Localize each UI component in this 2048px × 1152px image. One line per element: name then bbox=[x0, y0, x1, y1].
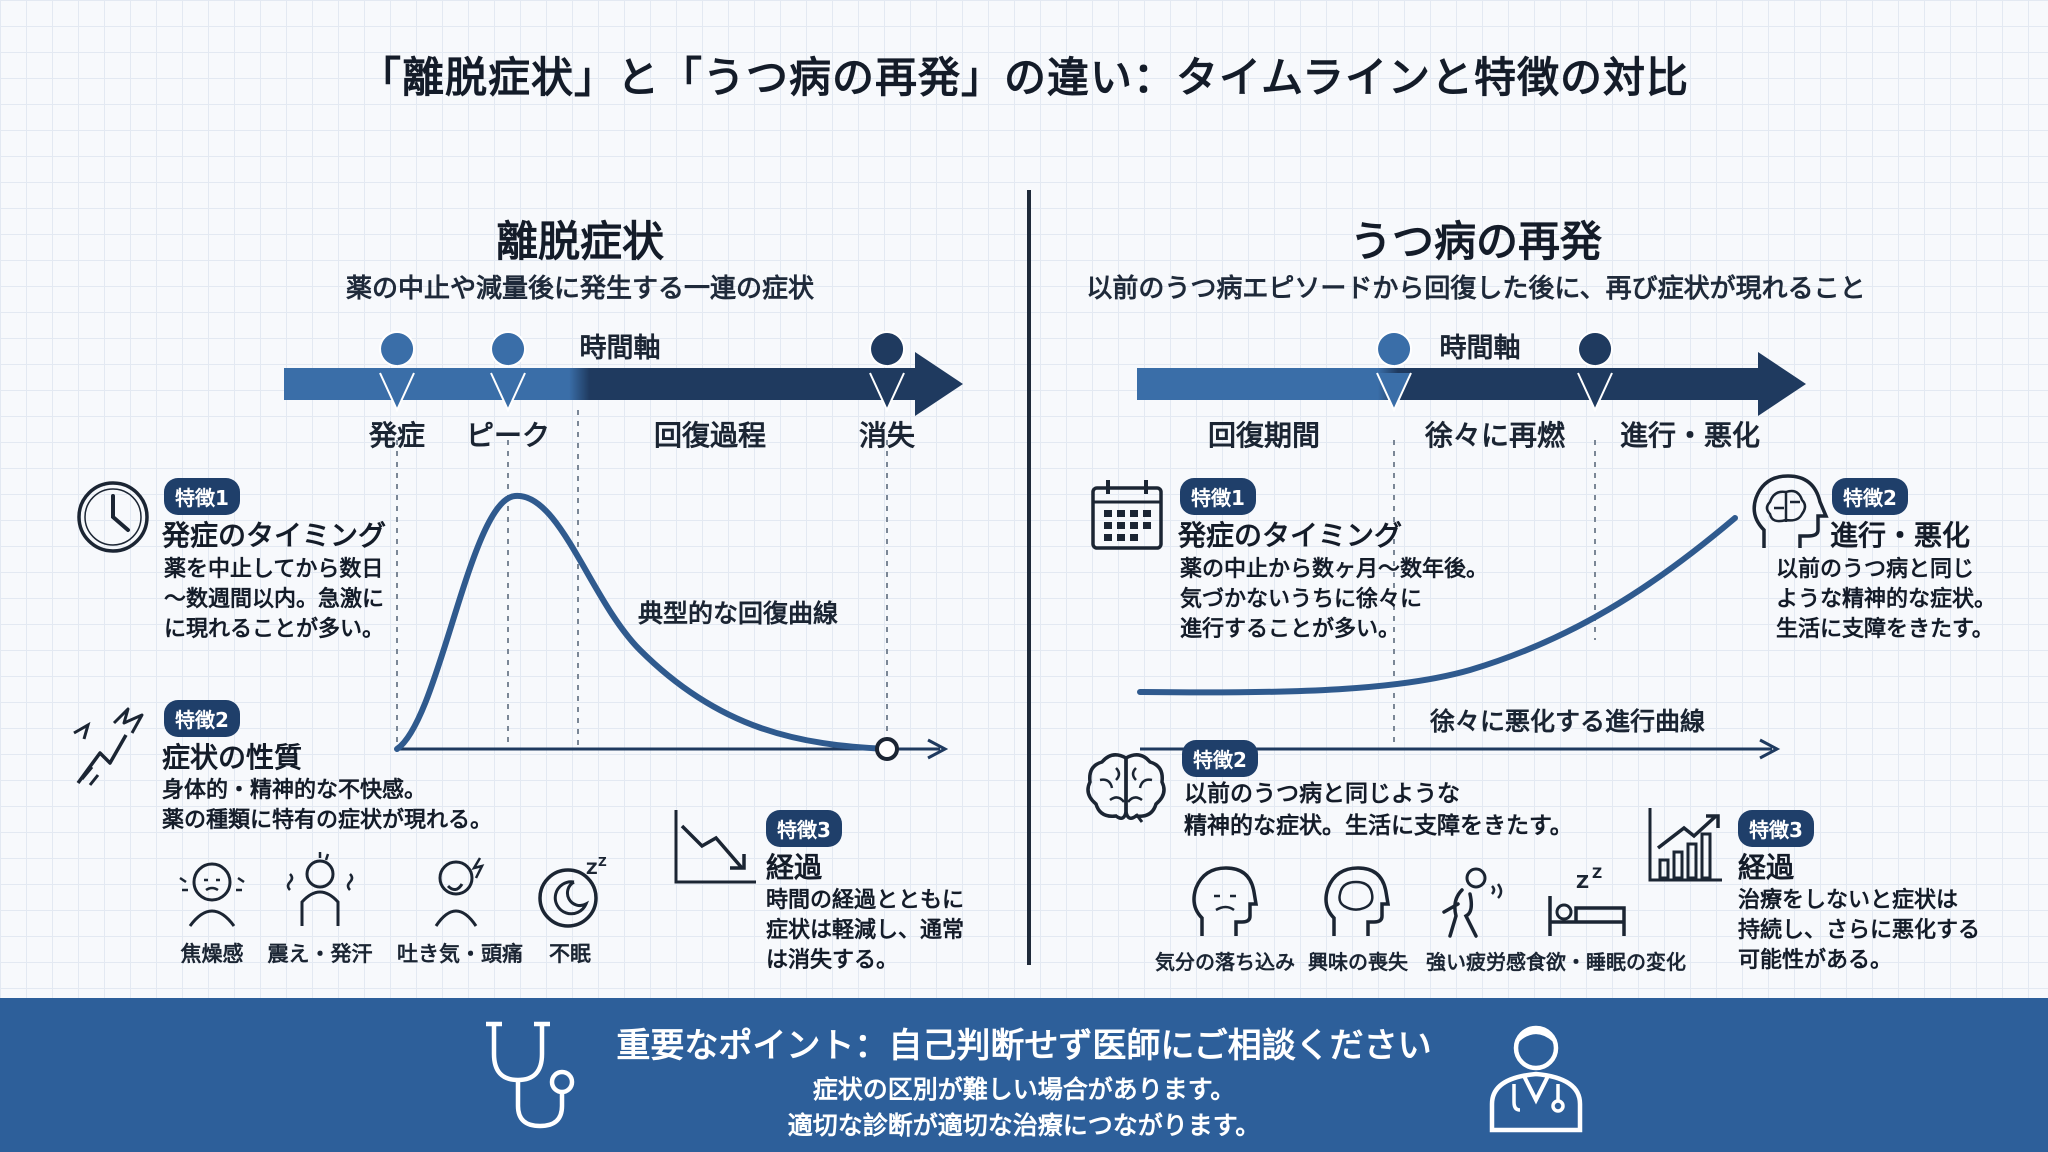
svg-text:Z: Z bbox=[598, 855, 607, 869]
exhausted-person-icon bbox=[1442, 867, 1503, 938]
face-distressed-icon bbox=[179, 862, 245, 927]
phase-gradual-relapse: 徐々に再燃 bbox=[1424, 419, 1565, 452]
left-feature3-badge: 特徴3 bbox=[766, 810, 842, 847]
bed-sleep-icon: Z Z bbox=[1548, 866, 1626, 936]
right-feature3-badge: 特徴3 bbox=[1738, 810, 1814, 847]
marker-end bbox=[869, 331, 906, 413]
marker-worsening bbox=[1577, 331, 1614, 413]
brain-head-icon bbox=[1752, 474, 1829, 548]
right-time-arrow bbox=[1137, 352, 1806, 416]
left-feature1-heading: 発症のタイミング bbox=[162, 519, 387, 552]
right-progression-curve bbox=[1137, 515, 1738, 696]
svg-text:Z: Z bbox=[586, 859, 598, 878]
left-feature3-text: 時間の経過とともに 症状は軽減し、通常 は消失する。 bbox=[766, 888, 965, 973]
doctor-icon bbox=[1489, 1025, 1583, 1133]
right-feature1-badge: 特徴1 bbox=[1180, 478, 1256, 515]
left-feature1-text: 薬を中止してから数日 〜数週間以内。急激に に現れることが多い。 bbox=[164, 557, 385, 642]
right-feature2-top-badge: 特徴2 bbox=[1832, 478, 1908, 515]
right-feature3-heading: 経過 bbox=[1738, 851, 1795, 884]
phase-disappear: 消失 bbox=[858, 419, 915, 452]
right-feature2-badge: 特徴2 bbox=[1182, 740, 1258, 777]
right-curve-label: 徐々に悪化する進行曲線 bbox=[1430, 707, 1706, 736]
symptom-label-irritability: 焦燥感 bbox=[180, 942, 244, 966]
left-feature1-badge: 特徴1 bbox=[164, 478, 240, 515]
nausea-headache-icon bbox=[434, 857, 485, 927]
left-feature2-text: 身体的・精神的な不快感。 薬の種類に特有の症状が現れる。 bbox=[162, 778, 493, 833]
right-title: うつ病の再発 bbox=[1349, 217, 1602, 266]
left-feature2-badge: 特徴2 bbox=[164, 700, 240, 737]
uptrend-chart-icon bbox=[1648, 808, 1722, 882]
svg-text:Z: Z bbox=[1576, 872, 1589, 893]
calendar-icon bbox=[1091, 480, 1163, 550]
phase-recovery-period: 回復期間 bbox=[1207, 419, 1320, 452]
right-subtitle: 以前のうつ病エピソードから回復した後に、再び症状が現れること bbox=[1086, 274, 1866, 304]
trembling-person-icon bbox=[286, 852, 354, 926]
brain-profile-icon bbox=[1324, 866, 1391, 936]
footer-banner bbox=[0, 998, 2048, 1152]
right-axis-label: 時間軸 bbox=[1439, 333, 1521, 364]
lightning-pain-icon bbox=[73, 707, 144, 786]
symptom-label-fatigue: 強い疲労感 bbox=[1426, 950, 1526, 974]
brain-icon bbox=[1086, 753, 1166, 823]
stethoscope-icon bbox=[486, 1021, 575, 1129]
right-feature2-top-text: 以前のうつ病と同じ ような精神的な症状。 生活に支障をきたす。 bbox=[1776, 557, 1997, 642]
left-title: 離脱症状 bbox=[495, 217, 664, 266]
left-axis-label: 時間軸 bbox=[579, 333, 661, 364]
symptom-label-loss-of-interest: 興味の喪失 bbox=[1308, 950, 1408, 974]
phase-progression: 進行・悪化 bbox=[1619, 419, 1760, 452]
symptom-label-tremor: 震え・発汗 bbox=[267, 942, 373, 966]
symptom-label-nausea: 吐き気・頭痛 bbox=[397, 942, 523, 966]
right-feature3-text: 治療をしないと症状は 持続し、さらに悪化する 可能性がある。 bbox=[1738, 888, 1981, 973]
marker-relapse-start bbox=[1376, 331, 1413, 413]
page-title: 「離脱症状」と「うつ病の再発」の違い：タイムラインと特徴の対比 bbox=[358, 53, 1690, 102]
symptom-label-insomnia: 不眠 bbox=[549, 942, 591, 966]
left-feature2-heading: 症状の性質 bbox=[162, 741, 303, 774]
left-time-arrow bbox=[284, 352, 963, 416]
left-subtitle: 薬の中止や減量後に発生する一連の症状 bbox=[345, 274, 814, 304]
svg-text:Z: Z bbox=[1592, 866, 1602, 882]
center-divider bbox=[1027, 190, 1031, 965]
clock-icon bbox=[77, 481, 149, 553]
right-feature2-text: 以前のうつ病と同じような 精神的な症状。生活に支障をきたす。 bbox=[1184, 781, 1573, 839]
symptom-label-appetite-sleep: 食欲・睡眠の変化 bbox=[1526, 950, 1686, 974]
left-curve-label: 典型的な回復曲線 bbox=[638, 599, 839, 628]
phase-onset: 発症 bbox=[368, 419, 425, 452]
phase-peak: ピーク bbox=[465, 419, 550, 452]
left-recovery-curve bbox=[394, 492, 890, 752]
insomnia-icon: Z Z bbox=[538, 855, 607, 928]
footer-heading: 重要なポイント：自己判断せず医師にご相談ください bbox=[616, 1026, 1432, 1066]
right-feature2-top-heading: 進行・悪化 bbox=[1830, 519, 1971, 552]
sad-head-icon bbox=[1192, 866, 1259, 936]
marker-peak bbox=[490, 331, 527, 413]
right-feature1-heading: 発症のタイミング bbox=[1178, 519, 1403, 552]
downtrend-chart-icon bbox=[674, 810, 756, 884]
footer-line2: 適切な診断が適切な治療につながります。 bbox=[787, 1111, 1261, 1140]
left-curve-endpoint bbox=[875, 737, 899, 761]
symptom-label-depressed-mood: 気分の落ち込み bbox=[1155, 950, 1295, 974]
footer-line1: 症状の区別が難しい場合があります。 bbox=[812, 1075, 1236, 1104]
marker-onset bbox=[379, 331, 416, 413]
right-feature1-text: 薬の中止から数ヶ月〜数年後。 気づかないうちに徐々に 進行することが多い。 bbox=[1180, 557, 1489, 642]
phase-recovery: 回復過程 bbox=[653, 419, 766, 452]
left-feature3-heading: 経過 bbox=[766, 851, 823, 884]
